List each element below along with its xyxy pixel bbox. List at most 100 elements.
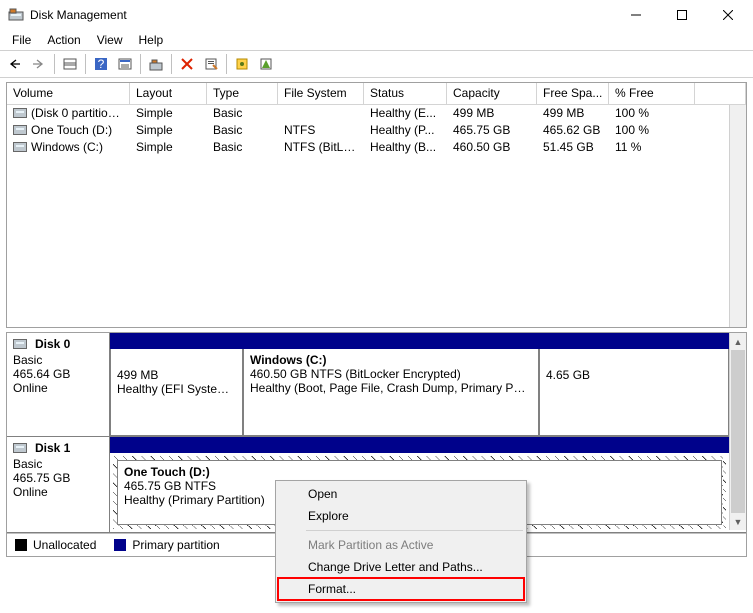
cell-status: Healthy (B... <box>364 139 447 156</box>
col-pct-free[interactable]: % Free <box>609 83 695 105</box>
volume-icon <box>13 142 27 152</box>
partition-title: Windows (C:) <box>250 353 532 367</box>
cell-capacity: 465.75 GB <box>447 122 537 139</box>
menu-view[interactable]: View <box>89 31 131 49</box>
forward-button[interactable] <box>28 53 50 75</box>
partition-green-icon[interactable] <box>255 53 277 75</box>
window-title: Disk Management <box>30 8 613 22</box>
scroll-thumb[interactable] <box>731 350 745 513</box>
cell-pct: 100 % <box>609 105 695 122</box>
partition-size: 460.50 GB NTFS (BitLocker Encrypted) <box>250 367 532 381</box>
properties-icon[interactable] <box>200 53 222 75</box>
col-blank[interactable] <box>695 83 746 105</box>
cell-free: 51.45 GB <box>537 139 609 156</box>
partition-status: Healthy (EFI System Partition) <box>117 382 236 396</box>
col-file-system[interactable]: File System <box>278 83 364 105</box>
toolbar-separator <box>171 54 172 74</box>
col-free-space[interactable]: Free Spa... <box>537 83 609 105</box>
minimize-button[interactable] <box>613 0 659 30</box>
cell-type: Basic <box>207 139 278 156</box>
disk-size: 465.75 GB <box>13 471 103 485</box>
menu-help[interactable]: Help <box>131 31 172 49</box>
svg-text:?: ? <box>98 57 105 71</box>
delete-icon[interactable] <box>176 53 198 75</box>
disk-status: Online <box>13 381 103 395</box>
disk-status: Online <box>13 485 103 499</box>
disk-info[interactable]: Disk 0 Basic 465.64 GB Online <box>7 333 110 436</box>
menu-item-change-letter[interactable]: Change Drive Letter and Paths... <box>278 556 524 578</box>
toolbar-separator <box>54 54 55 74</box>
show-region-button[interactable] <box>59 53 81 75</box>
disk-icon <box>13 443 27 453</box>
disk-info[interactable]: Disk 1 Basic 465.75 GB Online <box>7 437 110 532</box>
col-volume[interactable]: Volume <box>7 83 130 105</box>
help-button[interactable]: ? <box>90 53 112 75</box>
cell-free: 465.62 GB <box>537 122 609 139</box>
partition[interactable]: 499 MB Healthy (EFI System Partition) <box>110 349 243 436</box>
disk-type: Basic <box>13 353 103 367</box>
swatch-black <box>15 539 27 551</box>
cell-volume: Windows (C:) <box>7 139 130 156</box>
action-list-button[interactable] <box>114 53 136 75</box>
cell-layout: Simple <box>130 105 207 122</box>
scroll-up-icon[interactable]: ▲ <box>730 333 746 350</box>
volume-row[interactable]: One Touch (D:) Simple Basic NTFS Healthy… <box>7 122 746 139</box>
partition-size: 4.65 GB <box>546 368 722 382</box>
disk-size: 465.64 GB <box>13 367 103 381</box>
partition-size: 499 MB <box>117 368 236 382</box>
col-layout[interactable]: Layout <box>130 83 207 105</box>
maximize-button[interactable] <box>659 0 705 30</box>
toolbar: ? <box>0 50 753 78</box>
volume-icon <box>13 125 27 135</box>
disk-type: Basic <box>13 457 103 471</box>
volume-row[interactable]: Windows (C:) Simple Basic NTFS (BitLo...… <box>7 139 746 156</box>
menu-action[interactable]: Action <box>39 31 88 49</box>
partition-title: One Touch (D:) <box>124 465 715 479</box>
scrollbar[interactable]: ▲ ▼ <box>729 333 746 530</box>
cell-volume: One Touch (D:) <box>7 122 130 139</box>
toolbar-separator <box>85 54 86 74</box>
cell-free: 499 MB <box>537 105 609 122</box>
partition[interactable]: 4.65 GB <box>539 349 729 436</box>
scrollbar[interactable] <box>729 105 746 327</box>
volume-rows: (Disk 0 partition 1) Simple Basic Health… <box>7 105 746 156</box>
cell-fs: NTFS <box>278 122 364 139</box>
swatch-blue <box>114 539 126 551</box>
menu-file[interactable]: File <box>4 31 39 49</box>
back-button[interactable] <box>4 53 26 75</box>
cell-type: Basic <box>207 122 278 139</box>
disk-row: Disk 0 Basic 465.64 GB Online 499 MB Hea… <box>7 333 746 437</box>
partition-status: Healthy (Boot, Page File, Crash Dump, Pr… <box>250 381 532 395</box>
partition[interactable]: Windows (C:) 460.50 GB NTFS (BitLocker E… <box>243 349 539 436</box>
menu-item-open[interactable]: Open <box>278 483 524 505</box>
close-button[interactable] <box>705 0 751 30</box>
cell-layout: Simple <box>130 122 207 139</box>
menu-item-mark-active: Mark Partition as Active <box>278 534 524 556</box>
col-capacity[interactable]: Capacity <box>447 83 537 105</box>
volume-list: Volume Layout Type File System Status Ca… <box>6 82 747 328</box>
volume-row[interactable]: (Disk 0 partition 1) Simple Basic Health… <box>7 105 746 122</box>
volume-icon <box>13 108 27 118</box>
cell-pct: 100 % <box>609 122 695 139</box>
menu-separator <box>306 530 523 531</box>
partition-title <box>546 353 722 368</box>
legend-unallocated: Unallocated <box>15 538 96 552</box>
cell-capacity: 499 MB <box>447 105 537 122</box>
disk-icon <box>13 339 27 349</box>
menu-item-format[interactable]: Format... <box>278 578 524 600</box>
cell-pct: 11 % <box>609 139 695 156</box>
menu-item-explore[interactable]: Explore <box>278 505 524 527</box>
scroll-down-icon[interactable]: ▼ <box>730 513 746 530</box>
partition-yellow-icon[interactable] <box>231 53 253 75</box>
settings-button[interactable] <box>145 53 167 75</box>
cell-layout: Simple <box>130 139 207 156</box>
col-type[interactable]: Type <box>207 83 278 105</box>
col-status[interactable]: Status <box>364 83 447 105</box>
cell-status: Healthy (E... <box>364 105 447 122</box>
cell-capacity: 460.50 GB <box>447 139 537 156</box>
partition-bar <box>110 333 729 349</box>
disk-partitions: 499 MB Healthy (EFI System Partition) Wi… <box>110 333 729 436</box>
cell-fs: NTFS (BitLo... <box>278 139 364 156</box>
title-bar: Disk Management <box>0 0 753 30</box>
partition-bar <box>110 437 729 453</box>
